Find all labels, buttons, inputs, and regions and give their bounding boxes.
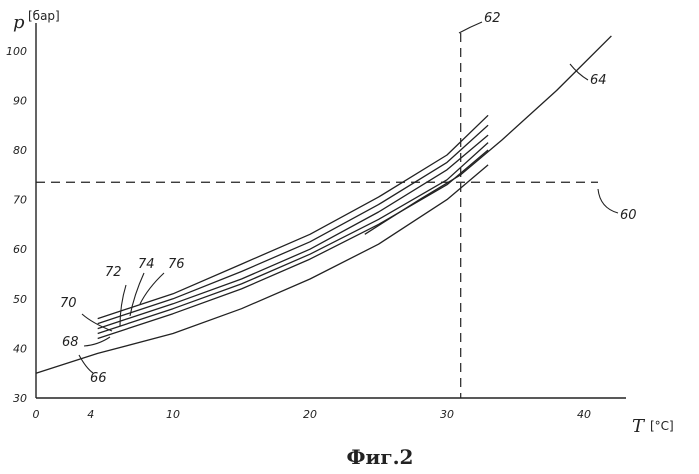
curve-label-74: 74 — [138, 257, 155, 272]
figure-caption: Фиг.2 — [347, 445, 414, 469]
curve-label-76: 76 — [168, 257, 185, 272]
curve-label-leaders: 62 64 60 66 68 70 72 74 76 — [60, 11, 637, 386]
label-leader-70 — [82, 314, 112, 331]
x-tick-label: 30 — [440, 408, 454, 421]
label-leader-68 — [84, 337, 110, 346]
y-tick-label: 100 — [6, 45, 27, 58]
plot-area: 0 4 10 20 30 40 30 40 50 60 70 80 90 100 62 64 60 66 68 7… — [6, 11, 637, 421]
label-leader-64 — [570, 64, 588, 80]
y-tick-label: 30 — [13, 392, 27, 405]
y-tick-labels: 30 40 50 60 70 80 90 100 — [6, 45, 27, 405]
y-tick-label: 60 — [13, 243, 27, 256]
curve-66 — [36, 165, 488, 373]
x-tick-label: 0 — [33, 408, 40, 421]
curve-label-60: 60 — [620, 208, 637, 223]
curve-74 — [98, 125, 488, 323]
curve-68 — [98, 150, 488, 339]
y-axis-unit: [бар] — [28, 9, 60, 23]
x-tick-label: 20 — [303, 408, 317, 421]
reference-lines — [36, 33, 598, 398]
x-axis-unit: [°C] — [650, 419, 674, 433]
y-tick-label: 90 — [13, 94, 27, 107]
x-axis-label: T — [632, 416, 646, 437]
curve-label-70: 70 — [60, 296, 77, 311]
x-tick-label: 40 — [577, 408, 591, 421]
y-tick-label: 50 — [13, 293, 27, 306]
curves — [36, 36, 611, 373]
curve-label-68: 68 — [62, 335, 79, 350]
curve-label-64: 64 — [590, 73, 607, 88]
x-tick-label: 4 — [87, 408, 94, 421]
y-tick-label: 40 — [13, 342, 27, 355]
y-axis-label: p — [13, 12, 25, 33]
curve-label-66: 66 — [90, 371, 107, 386]
curve-76 — [98, 115, 488, 318]
curve-label-72: 72 — [105, 265, 122, 280]
y-tick-label: 80 — [13, 144, 27, 157]
y-tick-label: 70 — [13, 194, 27, 207]
x-tick-labels: 0 4 10 20 30 40 — [33, 408, 592, 421]
label-leader-76 — [140, 273, 164, 304]
curve-label-62: 62 — [484, 11, 501, 26]
x-tick-label: 10 — [166, 408, 180, 421]
label-leader-60 — [598, 189, 618, 213]
label-leader-62 — [459, 22, 482, 33]
